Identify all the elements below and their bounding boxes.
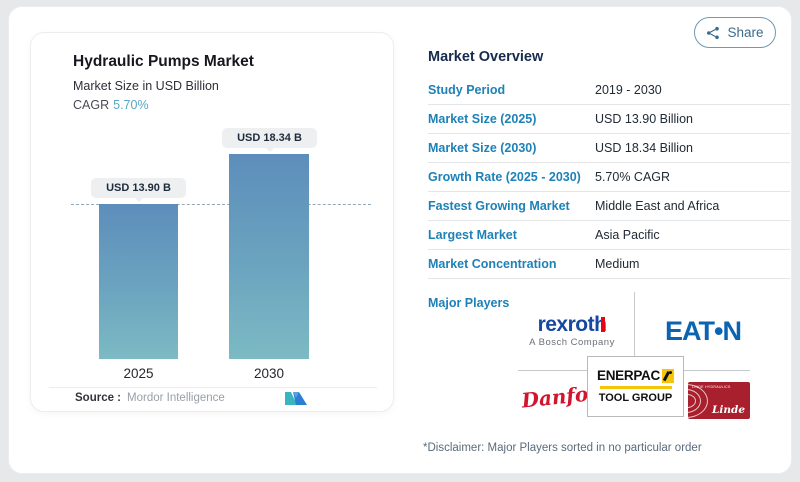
logo-grid-vertical-divider [634, 292, 635, 357]
row-label: Market Size (2025) [428, 112, 537, 126]
source-value: Mordor Intelligence [127, 392, 225, 404]
row-label: Largest Market [428, 228, 517, 242]
rexroth-logo: rexroth A Bosch Company [512, 314, 632, 348]
row-label: Fastest Growing Market [428, 199, 570, 213]
linde-logo: LINDE HYDRAULICS Linde [688, 382, 750, 419]
table-row: Largest Market Asia Pacific [428, 221, 790, 250]
row-value: USD 18.34 Billion [595, 141, 693, 155]
chart-footer-divider [49, 387, 377, 388]
row-label: Study Period [428, 83, 506, 97]
x-axis-label-2025: 2025 [123, 366, 154, 381]
table-row: Market Size (2030) USD 18.34 Billion [428, 134, 790, 163]
row-value: 2019 - 2030 [595, 83, 662, 97]
chart-card: Hydraulic Pumps Market Market Size in US… [30, 32, 394, 412]
rexroth-wordmark: rexroth [537, 313, 607, 336]
eaton-logo: EAT•N [665, 316, 742, 346]
reference-dashed-line [71, 204, 371, 205]
mordor-intelligence-logo-icon [284, 390, 308, 411]
share-button-label: Share [727, 25, 764, 40]
row-value: 5.70% CAGR [595, 170, 671, 184]
table-row: Fastest Growing Market Middle East and A… [428, 192, 790, 221]
row-value: Middle East and Africa [595, 199, 720, 213]
bar-value-label-2030: USD 18.34 B [222, 128, 317, 152]
chart-subtitle: Market Size in USD Billion [73, 79, 219, 93]
row-value: Medium [595, 257, 640, 271]
bar-2025 [99, 204, 178, 359]
table-row: Study Period 2019 - 2030 [428, 76, 790, 105]
table-row: Market Size (2025) USD 13.90 Billion [428, 105, 790, 134]
rexroth-subtitle: A Bosch Company [529, 337, 615, 348]
row-label: Growth Rate (2025 - 2030) [428, 170, 581, 184]
linde-wordmark: Linde [711, 404, 745, 416]
major-players-label: Major Players [428, 296, 510, 310]
bar-value-label-2025: USD 13.90 B [91, 178, 186, 202]
bar-2030 [229, 154, 309, 359]
chart-title: Hydraulic Pumps Market [73, 53, 254, 70]
linde-small-text: LINDE HYDRAULICS [692, 385, 731, 389]
source-row: Source : Mordor Intelligence [75, 392, 225, 404]
cagr-label: CAGR [73, 98, 110, 112]
enerpac-wordmark: ENERPAC [597, 368, 660, 383]
row-label: Market Size (2030) [428, 141, 537, 155]
enerpac-subtitle: TOOL GROUP [598, 391, 673, 404]
disclaimer-text: *Disclaimer: Major Players sorted in no … [423, 442, 702, 454]
enerpac-yellow-rule [599, 385, 672, 389]
chart-cagr: CAGR 5.70% [73, 98, 149, 112]
share-icon [707, 26, 720, 39]
table-row: Growth Rate (2025 - 2030) 5.70% CAGR [428, 163, 790, 192]
share-button[interactable]: Share [694, 17, 776, 48]
overview-table: Study Period 2019 - 2030 Market Size (20… [428, 76, 790, 279]
enerpac-logo: ENERPAC TOOL GROUP [587, 356, 684, 417]
overview-title: Market Overview [428, 49, 544, 65]
source-label: Source : [75, 392, 122, 404]
x-axis-label-2030: 2030 [253, 366, 285, 381]
table-row: Market Concentration Medium [428, 250, 790, 279]
enerpac-symbol-icon [661, 368, 674, 383]
row-label: Market Concentration [428, 257, 557, 271]
row-value: USD 13.90 Billion [595, 112, 693, 126]
cagr-value: 5.70% [113, 98, 149, 112]
row-value: Asia Pacific [595, 228, 660, 242]
